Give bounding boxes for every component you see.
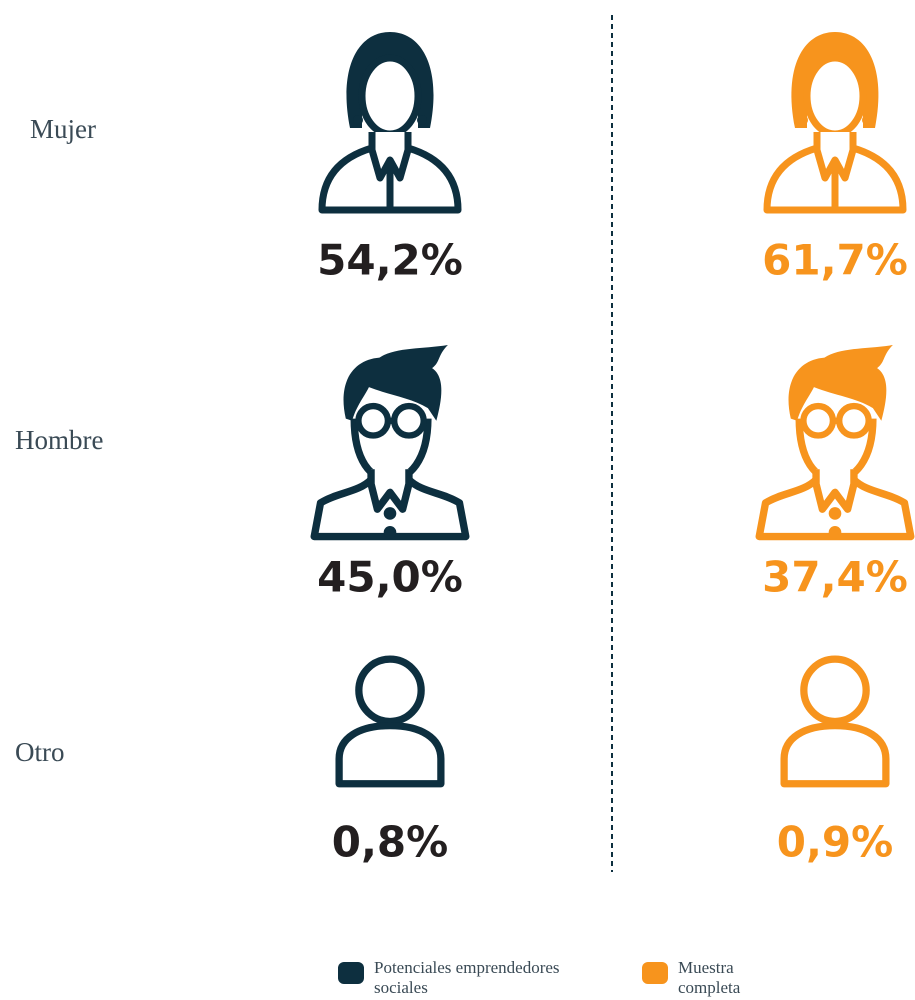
- value-label: 61,7%: [762, 236, 908, 285]
- legend-label: Potenciales emprendedores sociales: [374, 958, 574, 998]
- value-label: 54,2%: [317, 236, 463, 285]
- legend-swatch: [338, 962, 364, 984]
- person-icon: [784, 659, 886, 784]
- legend-swatch: [642, 962, 668, 984]
- person-icon: [314, 345, 466, 539]
- value-label: 0,9%: [777, 818, 893, 867]
- person-icon: [767, 32, 903, 210]
- person-icon: [339, 659, 441, 784]
- person-icon: [322, 32, 458, 210]
- chart: Mujer 54,2% 61,7% Hombre 45,0% 37,4% Otro 0,8% 0…: [0, 0, 915, 950]
- person-icon: [759, 345, 911, 539]
- legend-item: Muestra completa: [642, 958, 758, 998]
- value-label: 45,0%: [317, 553, 463, 602]
- legend-item: Potenciales emprendedores sociales: [338, 958, 574, 998]
- value-label: 37,4%: [762, 553, 908, 602]
- legend-label: Muestra completa: [678, 958, 758, 998]
- category-label: Otro: [15, 737, 65, 767]
- page: Mujer 54,2% 61,7% Hombre 45,0% 37,4% Otro 0,8% 0…: [0, 0, 915, 1000]
- category-label: Hombre: [15, 425, 103, 455]
- value-label: 0,8%: [332, 818, 448, 867]
- category-label: Mujer: [30, 114, 96, 144]
